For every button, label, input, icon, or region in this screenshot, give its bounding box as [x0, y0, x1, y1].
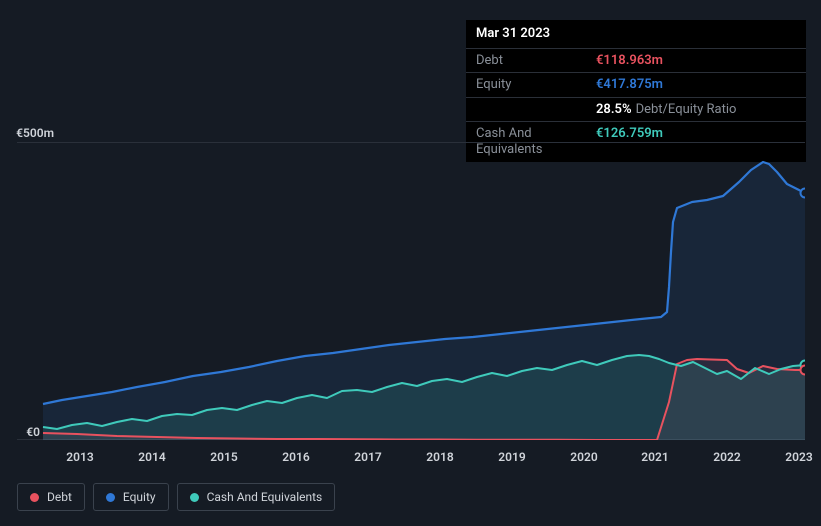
tooltip-date: Mar 31 2023	[466, 20, 806, 48]
x-axis-label: 2015	[210, 450, 237, 464]
legend-swatch	[30, 493, 39, 502]
legend-item-equity[interactable]: Equity	[93, 483, 169, 511]
legend-label: Equity	[123, 490, 156, 504]
legend-label: Debt	[47, 490, 72, 504]
tooltip-value: 28.5%	[596, 102, 632, 118]
tooltip-suffix: Debt/Equity Ratio	[636, 102, 737, 118]
tooltip-label	[476, 102, 596, 118]
x-axis-label: 2013	[66, 450, 93, 464]
x-axis-label: 2017	[354, 450, 381, 464]
y-axis-label: €500m	[16, 126, 54, 140]
chart-container: Mar 31 2023 Debt€118.963mEquity€417.875m…	[0, 0, 821, 526]
legend-swatch	[190, 493, 199, 502]
tooltip-label: Debt	[476, 53, 596, 69]
x-axis-label: 2014	[138, 450, 165, 464]
x-axis-label: 2016	[282, 450, 309, 464]
legend-label: Cash And Equivalents	[207, 490, 323, 504]
x-axis-label: 2018	[426, 450, 453, 464]
x-axis-label: 2021	[641, 450, 668, 464]
chart-tooltip: Mar 31 2023 Debt€118.963mEquity€417.875m…	[466, 20, 806, 162]
legend-item-debt[interactable]: Debt	[17, 483, 85, 511]
line-chart	[17, 142, 805, 440]
x-axis-label: 2020	[570, 450, 597, 464]
tooltip-row: Equity€417.875m	[466, 72, 806, 97]
series-marker	[801, 189, 806, 198]
legend-swatch	[106, 493, 115, 502]
x-axis-label: 2019	[498, 450, 525, 464]
x-axis-label: 2023	[785, 450, 812, 464]
chart-legend: Debt Equity Cash And Equivalents	[17, 483, 335, 511]
series-marker	[801, 366, 806, 375]
y-axis-label: €0	[26, 425, 40, 439]
tooltip-label: Equity	[476, 77, 596, 93]
x-axis-label: 2022	[713, 450, 740, 464]
tooltip-row: 28.5%Debt/Equity Ratio	[466, 97, 806, 122]
tooltip-value: €118.963m	[596, 53, 663, 69]
tooltip-row: Debt€118.963m	[466, 48, 806, 73]
tooltip-value: €417.875m	[596, 77, 663, 93]
legend-item-cash-and-equivalents[interactable]: Cash And Equivalents	[177, 483, 336, 511]
